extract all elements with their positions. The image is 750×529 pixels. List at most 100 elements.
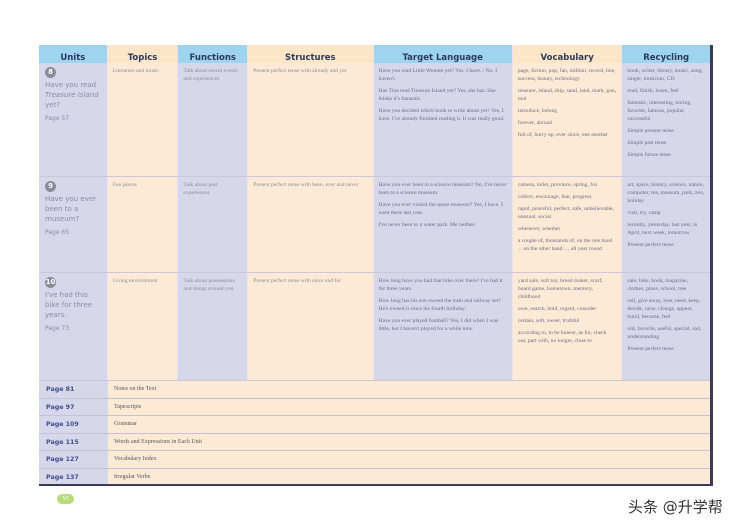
target-language-item: How long has his son owned the train and… [378,298,501,312]
appendix-title: Tapescripts [108,398,710,415]
recycling-cell: art, space, history, science, nature, co… [622,177,710,272]
structure-cell: Present perfect tense with since and for [248,273,374,380]
unit-cell: 10 I've had this bike for three years. Pag… [39,273,108,380]
vocabulary-item: introduce, belong [517,108,558,114]
target-language-cell: Have you read Little Women yet? Yes, I h… [373,63,513,176]
unit-row: 8 Have you read Treasure Island yet? Page … [39,63,710,177]
vocabulary-item: camera, toilet, province, spring, fox [517,182,598,188]
target-language-item: Have you ever played football? Yes, I di… [378,318,499,332]
vocabulary-cell: camera, toilet, province, spring, fox col… [512,177,623,272]
recycling-item: book, writer, library, music, song, sing… [627,68,703,82]
appendix-page: Page 81 [39,381,108,398]
appendix-row: Page 81 Notes on the Text [39,381,710,399]
recycling-item: sale, bike, book, magazine, clothes, pla… [627,278,689,292]
target-language-item: Have you decided which book to write abo… [378,108,505,122]
unit-number-badge: 9 [45,181,56,192]
appendix-row: Page 109 Grammar [39,416,710,434]
appendix-title: Vocabulary Index [108,451,710,468]
recycling-cell: sale, bike, book, magazine, clothes, pla… [622,273,710,380]
unit-page: Page 73 [45,325,70,332]
recycling-item: sell, give away, lose, need, keep, decid… [627,298,701,320]
unit-cell: 9 Have you ever been to a museum? Page 65 [39,177,108,272]
unit-row: 10 I've had this bike for three years. Pag… [39,273,710,381]
vocabulary-item: page, fiction, pop, fan, million, record… [517,68,616,82]
appendix-page: Page 127 [39,451,108,468]
recycling-item: Simple future tense [627,152,671,158]
recycling-item: Present perfect tense [627,242,674,248]
vocabulary-cell: yard sale, soft toy, bread maker, scarf,… [512,273,623,380]
unit-title: Have you read [45,81,97,89]
vocabulary-item: whenever, whether [517,226,561,232]
recycling-item: recently, yesterday, last year, in April… [627,222,698,236]
watermark: 头条 @升学帮 [628,498,723,516]
appendix-title: Words and Expressions in Each Unit [108,433,710,450]
vocabulary-item: full of, hurry up, ever since, one anoth… [517,132,608,138]
appendix-title: Irregular Verbs [108,468,710,484]
appendix-row: Page 115 Words and Expressions in Each U… [39,433,710,451]
structure-cell: Present perfect tense with been, ever an… [248,177,374,272]
target-language-item: Have you ever been to a science museum? … [378,182,507,196]
header-units: Units [39,45,108,63]
function-cell: Talk about past experiences [178,177,249,272]
header-target-language: Target Language [373,45,513,63]
recycling-item: fantastic, interesting, boring, favorite… [627,100,692,122]
vocabulary-item: according to, to be honest, as for, chec… [517,330,607,344]
unit-page: Page 65 [45,229,70,236]
recycling-item: Present perfect tense [627,346,674,352]
appendix-row: Page 137 Irregular Verbs [39,468,710,486]
vocabulary-item: forever, abroad [517,120,552,126]
vocabulary-item: yard sale, soft toy, bread maker, scarf,… [517,278,603,300]
unit-number-badge: 10 [45,277,56,288]
target-language-cell: How long have you had that bike over the… [373,273,513,380]
vocabulary-item: a couple of, thousands of, on the one ha… [517,238,613,252]
vocabulary-cell: page, fiction, pop, fan, million, record… [512,63,623,176]
unit-title-end: yet? [45,101,60,109]
recycling-cell: book, writer, library, music, song, sing… [622,63,710,176]
target-language-item: Have you ever visited the space museum? … [378,202,503,216]
header-recycling: Recycling [622,45,710,63]
unit-title-book: Treasure Island [45,91,99,99]
vocabulary-item: collect, encourage, fear, progress [517,194,592,200]
unit-row: 9 Have you ever been to a museum? Page 65 … [39,177,710,273]
unit-number-badge: 8 [45,67,56,78]
target-language-item: Have you read Little Women yet? Yes, I h… [378,68,498,82]
recycling-item: Simple past tense [627,140,667,146]
recycling-item: Simple present tense [627,128,674,134]
unit-title: I've had this bike for three years. [45,291,93,319]
appendix-page: Page 97 [39,398,108,415]
recycling-item: art, space, history, science, nature, co… [627,182,705,204]
appendix-page: Page 109 [39,416,108,433]
target-language-item: I've never been to a water park. Me neit… [378,222,476,228]
appendix-row: Page 127 Vocabulary Index [39,451,710,469]
target-language-item: How long have you had that bike over the… [378,278,503,292]
recycling-item: visit, try, camp [627,210,661,216]
appendix-page: Page 137 [39,468,108,484]
topic-cell: Living environment [107,273,179,380]
function-cell: Talk about possessions and things around… [178,273,249,380]
recycling-item: old, favorite, useful, special, sad, und… [627,326,702,340]
unit-title: Have you ever been to a museum? [45,195,96,223]
contents-table: Units Topics Functions Structures Target… [39,45,713,486]
topic-cell: Literature and music [107,63,179,176]
header-structures: Structures [248,45,374,63]
page-number: VI [57,494,74,504]
function-cell: Talk about recent events and experiences [178,63,249,176]
appendix-title: Notes on the Text [108,381,710,398]
appendix-title: Grammar [108,416,710,433]
vocabulary-item: own, search, hold, regard, consider [517,306,597,312]
vocabulary-item: treasure, island, ship, sand, land, mark… [517,88,617,102]
target-language-item: Has Tina read Treasure Island yet? Yes, … [378,88,496,102]
structure-cell: Present perfect tense with already and y… [248,63,374,176]
topic-cell: Fun places [107,177,179,272]
appendix-page: Page 115 [39,433,108,450]
target-language-cell: Have you ever been to a science museum? … [373,177,513,272]
vocabulary-item: rapid, peaceful, perfect, safe, unbeliev… [517,206,615,220]
vocabulary-item: certain, soft, sweet, truthful [517,318,580,324]
unit-page: Page 57 [45,115,70,122]
recycling-item: read, finish, listen, feel [627,88,679,94]
appendix-row: Page 97 Tapescripts [39,398,710,416]
header-vocabulary: Vocabulary [512,45,623,63]
header-functions: Functions [178,45,249,63]
unit-cell: 8 Have you read Treasure Island yet? Page … [39,63,108,176]
header-topics: Topics [107,45,179,63]
